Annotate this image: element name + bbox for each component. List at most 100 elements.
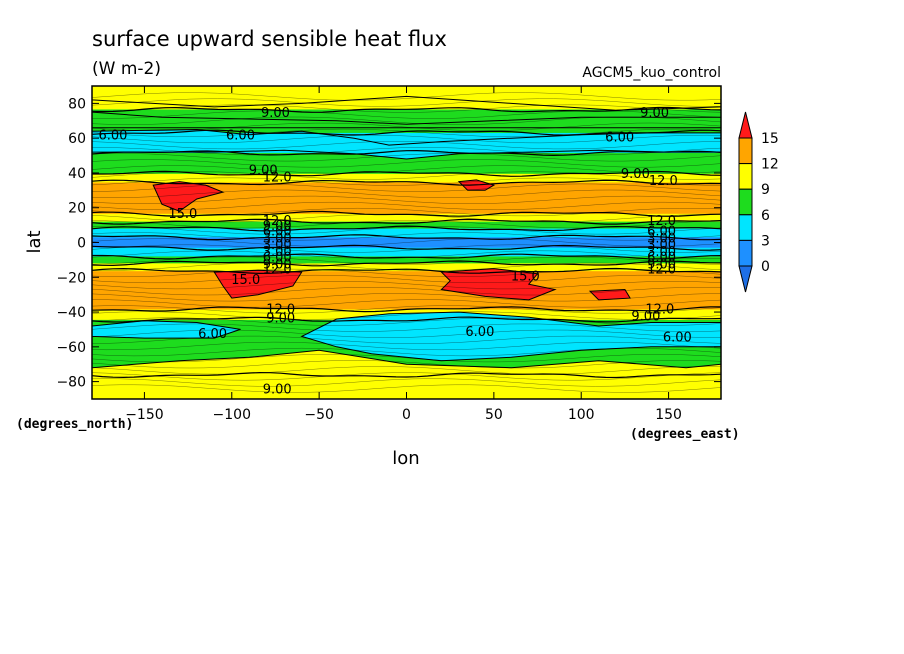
band-strip (92, 196, 721, 198)
band-strip (92, 102, 721, 104)
band-strip (92, 216, 721, 218)
x-tick-label: 50 (485, 407, 503, 423)
band-strip (92, 167, 721, 170)
band-strip (92, 249, 721, 251)
band-strip (92, 243, 721, 245)
band-strip (92, 311, 721, 313)
band-strip (92, 275, 721, 278)
contour-line-minor (92, 366, 721, 375)
band-strip (92, 116, 721, 118)
band-strip (92, 99, 721, 102)
contour-label: 15.0 (231, 273, 260, 288)
contour-label: 12.0 (263, 263, 292, 278)
band-strip (92, 288, 721, 291)
band-strip (92, 263, 721, 265)
band-strip (92, 305, 721, 307)
contour-label: 6.00 (263, 224, 292, 239)
contour-line (92, 371, 721, 379)
contour-label: 3.00 (647, 245, 676, 260)
y-tick-label: −20 (56, 270, 86, 286)
contour-line-minor (92, 238, 721, 247)
contour-label: 6.00 (605, 130, 634, 145)
band-strip (92, 114, 721, 117)
red-patch-sw (213, 269, 303, 299)
contour-line-minor (92, 281, 721, 290)
band-strip (92, 359, 721, 362)
contour-label: 6.00 (663, 330, 692, 345)
band-strip (92, 312, 721, 314)
contour-line-minor (92, 232, 721, 241)
band-strip (92, 253, 721, 256)
band-strip (92, 272, 721, 274)
contour-label: 6.00 (263, 250, 292, 265)
band-strip (92, 187, 721, 190)
band-strip (92, 104, 721, 106)
band-strip (92, 302, 721, 304)
yellow-south-polar (92, 349, 721, 399)
contour-label: 12.0 (266, 303, 295, 318)
band-strip (92, 238, 721, 240)
band-strip (92, 136, 721, 138)
band-strip (92, 137, 721, 139)
band-strip (92, 309, 721, 311)
band-strip (92, 294, 721, 297)
band-strip (92, 129, 721, 131)
band-strip (92, 291, 721, 293)
contour-line-minor (92, 165, 721, 174)
contour-label: 3.00 (647, 231, 676, 246)
band-strip (92, 112, 721, 115)
band-strip (92, 163, 721, 165)
band-strip (92, 110, 721, 112)
colorbar-label: 9 (761, 182, 770, 198)
contour-line-minor (92, 311, 721, 320)
contour-label: 6.00 (465, 325, 494, 340)
contour-label: 9.00 (640, 106, 669, 121)
contour-line-minor (92, 147, 721, 156)
band-strip (92, 284, 721, 286)
contour-lines (92, 92, 721, 393)
band-strip (92, 226, 721, 229)
band-strip (92, 199, 721, 202)
contour-line-minor (92, 250, 721, 259)
band-strip (92, 217, 721, 219)
contour-line (92, 179, 721, 186)
colorbar-segment (738, 137, 753, 165)
contour-label: 9.00 (249, 163, 278, 178)
y-axis: 80 60 40 20 0 −20 −40 −60 −80 (56, 96, 721, 391)
contour-label: 15.0 (168, 207, 197, 222)
band-strip (92, 236, 721, 238)
band-strip (92, 188, 721, 191)
band-strip (92, 293, 721, 296)
band-strip (92, 185, 721, 188)
band-strip (92, 306, 721, 309)
band-strip (92, 300, 721, 303)
contour-line (92, 316, 721, 323)
band-strip (92, 362, 721, 364)
band-strip (92, 139, 721, 142)
y-tick-label: 40 (68, 166, 86, 182)
colorbar-label: 0 (761, 259, 770, 275)
dataset-label: AGCM5_kuo_control (582, 65, 721, 81)
band-strip (92, 164, 721, 166)
contour-label: 3.00 (263, 231, 292, 246)
contour-label: 12.0 (263, 170, 292, 185)
contour-label: 9.00 (631, 310, 660, 325)
band-strip (92, 191, 721, 193)
band-strip (92, 176, 721, 178)
colorbar-segment (738, 214, 753, 241)
band-strip (92, 227, 721, 230)
y-tick-label: −80 (56, 375, 86, 391)
band-strip (92, 265, 721, 267)
band-strip (92, 210, 721, 212)
band-strip (92, 135, 721, 138)
band-strip (92, 197, 721, 199)
band-strip (92, 208, 721, 211)
band-strip (92, 303, 721, 305)
contour-label: 9.00 (261, 106, 290, 121)
contour-line-minor (92, 201, 721, 211)
band-strip (92, 255, 721, 258)
chart-title: surface upward sensible heat flux (92, 27, 447, 51)
contour-line-minor (92, 128, 721, 138)
band-strip (92, 183, 721, 185)
